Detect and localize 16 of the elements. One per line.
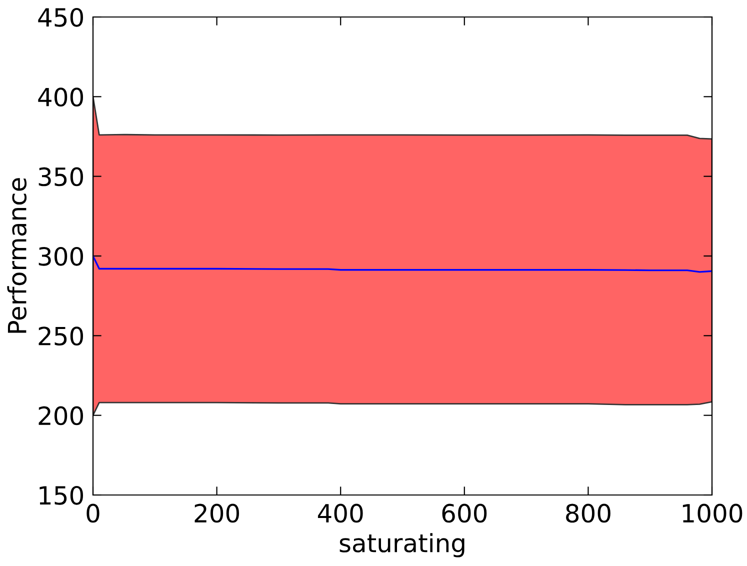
y-tick-label: 350 (38, 167, 84, 186)
y-tick-label: 150 (40, 486, 84, 505)
y-axis-title: Performance (7, 178, 27, 333)
y-tick-label: 450 (38, 8, 84, 27)
x-tick-label: 0 (86, 504, 100, 523)
x-tick-label: 1000 (682, 504, 742, 523)
y-tick-label: 200 (38, 406, 84, 426)
x-tick-label: 600 (442, 504, 487, 523)
x-tick-label: 200 (194, 504, 239, 523)
x-tick-label: 800 (566, 504, 610, 523)
line-series (93, 255, 712, 273)
y-tick-label: 400 (38, 88, 84, 107)
y-tick-label: 250 (38, 326, 84, 346)
y-tick-label: 300 (38, 246, 84, 266)
x-axis-title: saturating (340, 533, 464, 558)
x-tick-label: 400 (318, 504, 363, 523)
